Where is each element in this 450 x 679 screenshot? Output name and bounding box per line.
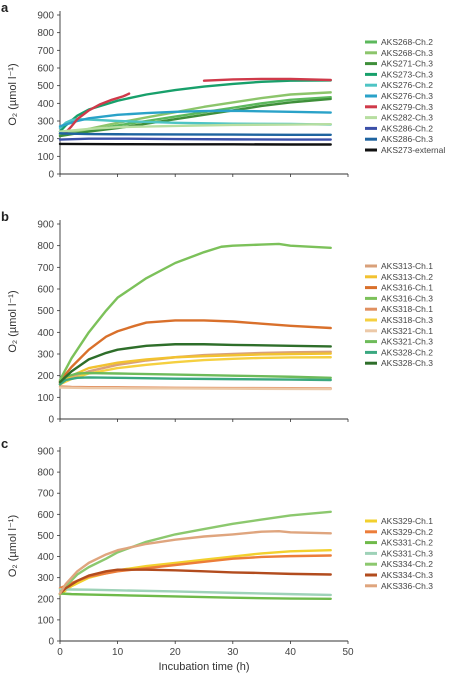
y-tick-label: 0 xyxy=(48,637,54,648)
series-line-AKS286-Ch.2 xyxy=(58,137,332,141)
legend-label: AKS316-Ch.3 xyxy=(381,293,433,303)
y-tick-label: 600 xyxy=(37,285,54,296)
y-tick-label: 900 xyxy=(37,447,54,458)
y-tick-label: 900 xyxy=(37,220,54,231)
legend-label: AKS321-Ch.1 xyxy=(381,326,433,336)
legend-label: AKS276-Ch.2 xyxy=(381,80,433,90)
legend: AKS329-Ch.1AKS329-Ch.2AKS331-Ch.2AKS331-… xyxy=(365,516,433,591)
y-tick-label: 400 xyxy=(37,99,54,110)
y-tick-label: 700 xyxy=(37,46,54,57)
series-line-AKS336-Ch.3 xyxy=(58,530,332,595)
legend-label: AKS316-Ch.1 xyxy=(381,283,433,293)
y-tick-label: 900 xyxy=(37,11,54,22)
legend-label: AKS313-Ch.1 xyxy=(381,261,433,271)
y-tick-label: 700 xyxy=(37,489,54,500)
x-tick-label: 30 xyxy=(227,647,239,658)
y-tick-label: 800 xyxy=(37,468,54,479)
y-tick-label: 600 xyxy=(37,510,54,521)
y-tick-label: 100 xyxy=(37,393,54,404)
legend-label: AKS334-Ch.2 xyxy=(381,559,433,569)
series-line-AKS276-Ch.3 xyxy=(58,109,332,128)
series-line-AKS318-Ch.3 xyxy=(58,356,332,386)
legend-label: AKS328-Ch.2 xyxy=(381,347,433,357)
legend-label: AKS331-Ch.3 xyxy=(381,548,433,558)
y-axis-label: O₂ (µmol l⁻¹) xyxy=(7,290,19,352)
series-line-AKS321-Ch.3 xyxy=(58,371,332,386)
series-line-AKS331-Ch.2 xyxy=(58,592,332,600)
y-tick-label: 300 xyxy=(37,573,54,584)
x-tick-label: 20 xyxy=(170,647,182,658)
legend-label: AKS318-Ch.1 xyxy=(381,304,433,314)
series-line-AKS328-Ch.3 xyxy=(58,343,332,384)
series-line-AKS321-Ch.1 xyxy=(58,386,332,391)
y-tick-label: 0 xyxy=(48,170,54,181)
x-tick-label: 40 xyxy=(285,647,297,658)
x-tick-label: 0 xyxy=(57,647,63,658)
y-axis-label: O₂ (µmol l⁻¹) xyxy=(7,515,19,577)
y-tick-label: 300 xyxy=(37,350,54,361)
series-line-AKS328-Ch.2 xyxy=(58,376,332,386)
legend: AKS313-Ch.1AKS313-Ch.2AKS316-Ch.1AKS316-… xyxy=(365,261,433,368)
series-line-AKS282-Ch.3 xyxy=(58,122,332,133)
legend-label: AKS329-Ch.2 xyxy=(381,527,433,537)
series-line-AKS316-Ch.1 xyxy=(58,319,332,383)
panel-letter-b: b xyxy=(1,209,9,224)
y-tick-label: 200 xyxy=(37,594,54,605)
series-line-AKS271-Ch.3 xyxy=(58,97,332,138)
legend-label: AKS321-Ch.3 xyxy=(381,337,433,347)
y-tick-label: 300 xyxy=(37,117,54,128)
x-tick-label: 10 xyxy=(112,647,124,658)
series-line-AKS286-Ch.3 xyxy=(58,132,332,136)
legend-label: AKS286-Ch.2 xyxy=(381,123,433,133)
y-tick-label: 400 xyxy=(37,328,54,339)
series-line-AKS313-Ch.2 xyxy=(58,352,332,384)
legend-label: AKS334-Ch.3 xyxy=(381,570,433,580)
y-tick-label: 600 xyxy=(37,64,54,75)
series-line-AKS334-Ch.2 xyxy=(58,510,332,596)
y-tick-label: 500 xyxy=(37,81,54,92)
y-tick-label: 800 xyxy=(37,241,54,252)
legend-label: AKS336-Ch.3 xyxy=(381,581,433,591)
legend-label: AKS282-Ch.3 xyxy=(381,113,433,123)
y-tick-label: 100 xyxy=(37,152,54,163)
legend-label: AKS286-Ch.3 xyxy=(381,134,433,144)
legend-label: AKS328-Ch.3 xyxy=(381,358,433,368)
legend-label: AKS273-external xyxy=(381,145,445,155)
legend-label: AKS268-Ch.3 xyxy=(381,48,433,58)
y-tick-label: 500 xyxy=(37,306,54,317)
legend-label: AKS331-Ch.2 xyxy=(381,538,433,548)
legend-label: AKS276-Ch.3 xyxy=(381,91,433,101)
panel-b: b 0 100 200 300 400 500 600 700 800 900 O₂ (µmol l⁻… xyxy=(1,209,433,426)
x-tick-label: 50 xyxy=(342,647,354,658)
y-tick-label: 100 xyxy=(37,615,54,626)
y-tick-label: 400 xyxy=(37,552,54,563)
panel-c: c 0 100 200 300 400 500 600 700 800 900 0 10 20 30 40 50… xyxy=(1,436,433,658)
y-tick-label: 200 xyxy=(37,134,54,145)
series-line-AKS334-Ch.3 xyxy=(58,568,332,595)
legend: AKS268-Ch.2AKS268-Ch.3AKS271-Ch.3AKS273-… xyxy=(365,37,445,155)
panel-letter-a: a xyxy=(1,0,9,15)
legend-label: AKS318-Ch.3 xyxy=(381,315,433,325)
legend-label: AKS329-Ch.1 xyxy=(381,516,433,526)
series-line-AKS273-Ch.3 xyxy=(58,79,332,133)
y-tick-label: 800 xyxy=(37,28,54,39)
series-line-AKS273-external xyxy=(58,142,332,146)
panel-a: a 0 100 200 300 400 500 600 700 800 900 O₂ (µmol l⁻… xyxy=(1,0,445,181)
legend-label: AKS271-Ch.3 xyxy=(381,59,433,69)
legend-label: AKS268-Ch.2 xyxy=(381,37,433,47)
legend-label: AKS273-Ch.3 xyxy=(381,69,433,79)
legend-label: AKS313-Ch.2 xyxy=(381,272,433,282)
y-tick-label: 200 xyxy=(37,371,54,382)
y-tick-label: 700 xyxy=(37,263,54,274)
y-axis-label: O₂ (µmol l⁻¹) xyxy=(7,63,19,125)
y-tick-label: 500 xyxy=(37,531,54,542)
legend-label: AKS279-Ch.3 xyxy=(381,102,433,112)
x-axis-label: Incubation time (h) xyxy=(158,661,249,673)
series-line-AKS331-Ch.3 xyxy=(58,588,332,597)
series-line-AKS316-Ch.3 xyxy=(58,242,332,382)
series-line-AKS329-Ch.1 xyxy=(58,549,332,596)
y-tick-label: 0 xyxy=(48,415,54,426)
panel-letter-c: c xyxy=(1,436,8,451)
